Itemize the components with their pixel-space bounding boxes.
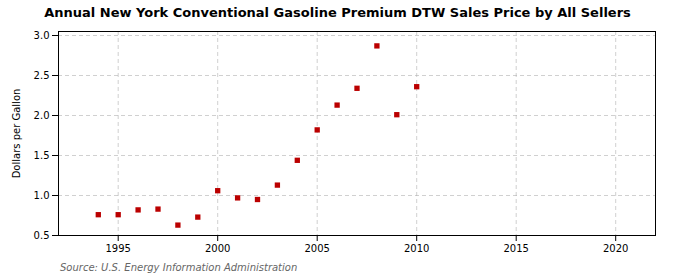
html-text:Source: U.S. Energy Informatio: Source: U.S. Energy Information Administ… [60,262,298,273]
svg-text:Dollars per Gallon: Dollars per Gallon [11,89,22,179]
svg-text:1995: 1995 [105,243,130,254]
svg-text:1.5: 1.5 [34,150,50,161]
svg-text:0.5: 0.5 [34,230,50,241]
svg-text:2005: 2005 [304,243,329,254]
svg-text:2010: 2010 [404,243,429,254]
svg-text:2.5: 2.5 [34,70,50,81]
html-text:Annual New York Conventional G: Annual New York Conventional Gasoline Pr… [44,5,631,20]
svg-text:3.0: 3.0 [34,30,50,41]
svg-text:1.0: 1.0 [34,190,50,201]
svg-text:2000: 2000 [205,243,230,254]
svg-text:2.0: 2.0 [34,110,50,121]
svg-text:2015: 2015 [503,243,528,254]
svg-text:2020: 2020 [603,243,628,254]
